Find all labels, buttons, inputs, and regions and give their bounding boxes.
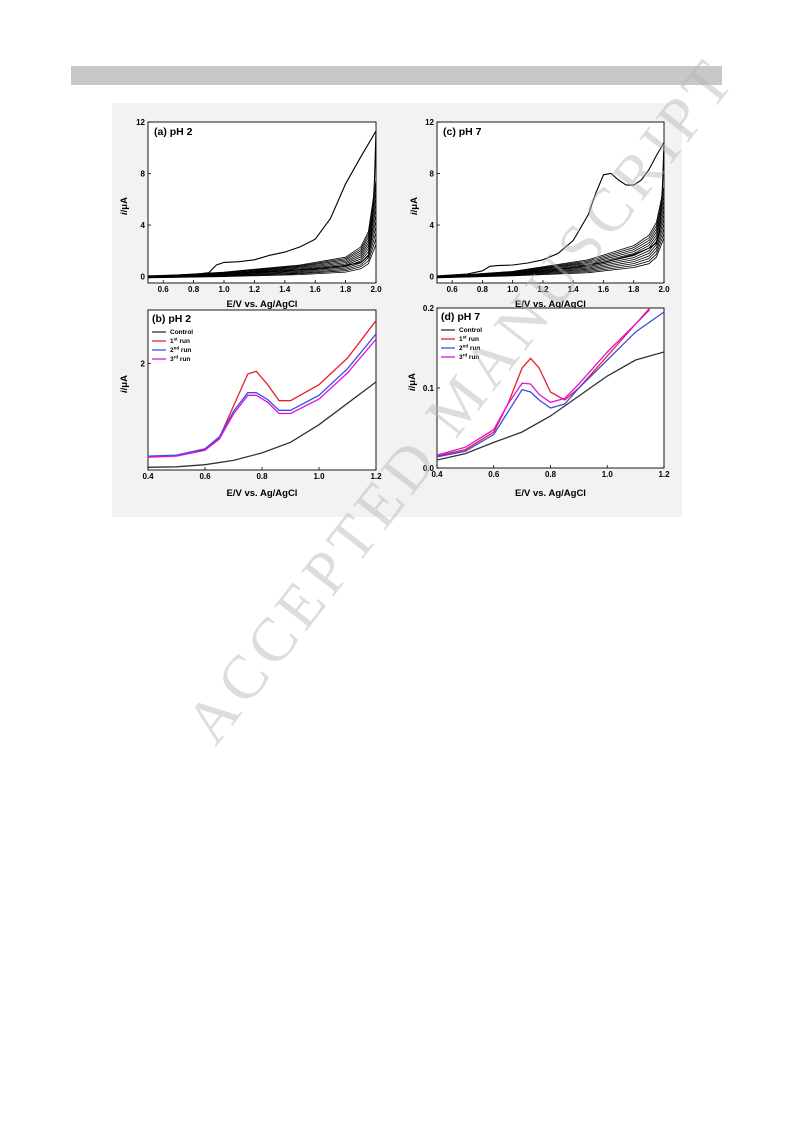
legend-label: 3rd run bbox=[170, 355, 190, 364]
legend-label: 2nd run bbox=[170, 346, 191, 355]
series-line-1st-run bbox=[437, 308, 651, 457]
x-tick-label: 1.0 bbox=[218, 285, 230, 294]
page-header-bar bbox=[71, 66, 722, 85]
chart-a: 0.6 0.8 1.0 1.2 1.4 1.6 1.8 2.0 0 4 8 12 E/V vs. Ag/… bbox=[119, 118, 382, 310]
y-tick-label: 2 bbox=[141, 359, 146, 368]
legend-label: 3rd run bbox=[459, 353, 479, 362]
x-axis-title: E/V vs. Ag/AgCl bbox=[227, 488, 298, 499]
x-tick-label: 0.4 bbox=[142, 472, 154, 481]
legend-label: 1st run bbox=[170, 337, 190, 346]
panel-label: (d) pH 7 bbox=[441, 311, 480, 323]
chart-b: 0.4 0.6 0.8 1.0 1.2 2 E/V vs. Ag/AgCl i/μA (b) p… bbox=[119, 309, 382, 499]
x-tick-label: 1.0 bbox=[602, 470, 614, 479]
x-tick-label: 0.6 bbox=[447, 285, 459, 294]
legend-label: 1st run bbox=[459, 335, 479, 344]
series-line-2nd-run bbox=[148, 333, 376, 457]
legend-label: 2nd run bbox=[459, 344, 480, 353]
plot-frame bbox=[147, 309, 377, 471]
y-axis-title: i/μA bbox=[119, 197, 130, 215]
plot-area bbox=[148, 130, 376, 279]
chart-c: 0.6 0.8 1.0 1.2 1.4 1.6 1.8 2.0 0 4 8 12 E/V vs. Ag/… bbox=[409, 118, 670, 310]
plot-frame bbox=[436, 121, 665, 284]
x-tick-label: 1.2 bbox=[537, 285, 549, 294]
x-axis-title: E/V vs. Ag/AgCl bbox=[515, 299, 586, 310]
cv-repeat-scan-line bbox=[437, 209, 664, 278]
x-tick-label: 1.2 bbox=[658, 470, 670, 479]
series-line-3rd-run bbox=[148, 338, 376, 458]
chart-d: 0.4 0.6 0.8 1.0 1.2 0.0 0.1 0.2 E/V vs. Ag/AgCl i… bbox=[407, 304, 670, 499]
plot-area bbox=[148, 320, 376, 468]
y-tick-label: 4 bbox=[141, 221, 146, 230]
cv-first-scan-anodic-line bbox=[148, 130, 376, 277]
y-tick-label: 0.0 bbox=[423, 464, 435, 473]
series-line-control bbox=[437, 351, 664, 461]
y-axis-title: i/μA bbox=[409, 197, 420, 215]
cv-first-scan-return-line bbox=[437, 142, 664, 278]
plot-area bbox=[437, 142, 664, 279]
x-tick-label: 0.4 bbox=[431, 470, 443, 479]
y-tick-label: 0.2 bbox=[423, 304, 435, 313]
y-tick-label: 0 bbox=[141, 273, 146, 282]
y-tick-label: 0 bbox=[430, 273, 435, 282]
series-line-3rd-run bbox=[437, 309, 651, 456]
panel-label: (a) pH 2 bbox=[154, 126, 193, 138]
x-tick-label: 0.6 bbox=[158, 285, 170, 294]
y-tick-label: 8 bbox=[430, 170, 435, 179]
x-tick-label: 0.6 bbox=[199, 472, 211, 481]
x-tick-label: 1.2 bbox=[249, 285, 261, 294]
plot-area bbox=[437, 308, 664, 461]
x-tick-label: 1.8 bbox=[628, 285, 640, 294]
x-axis-title: E/V vs. Ag/AgCl bbox=[227, 299, 298, 310]
cv-repeat-scan-line bbox=[437, 186, 664, 277]
cv-repeat-scan-line bbox=[148, 179, 376, 277]
x-tick-label: 1.4 bbox=[568, 285, 580, 294]
x-tick-label: 0.8 bbox=[256, 472, 268, 481]
series-line-control bbox=[148, 381, 376, 468]
y-tick-label: 4 bbox=[430, 221, 435, 230]
x-tick-label: 0.8 bbox=[545, 470, 557, 479]
x-tick-label: 1.6 bbox=[598, 285, 610, 294]
cv-repeat-scan-line bbox=[148, 238, 376, 279]
y-tick-label: 12 bbox=[425, 118, 434, 127]
x-axis-title: E/V vs. Ag/AgCl bbox=[515, 488, 586, 499]
x-tick-label: 1.6 bbox=[310, 285, 322, 294]
x-tick-label: 0.6 bbox=[488, 470, 500, 479]
x-tick-label: 2.0 bbox=[658, 285, 670, 294]
y-tick-label: 8 bbox=[141, 170, 146, 179]
x-tick-label: 1.4 bbox=[279, 285, 291, 294]
x-tick-label: 0.8 bbox=[188, 285, 200, 294]
y-tick-label: 12 bbox=[136, 118, 145, 127]
legend-label: Control bbox=[459, 327, 482, 334]
series-line-2nd-run bbox=[437, 311, 664, 458]
cv-first-scan-return-line bbox=[148, 130, 376, 278]
legend-label: Control bbox=[170, 329, 193, 336]
panel-label: (c) pH 7 bbox=[443, 126, 482, 138]
x-tick-label: 0.8 bbox=[477, 285, 489, 294]
x-tick-label: 2.0 bbox=[370, 285, 382, 294]
x-tick-label: 1.8 bbox=[340, 285, 352, 294]
y-axis-title: i/μA bbox=[119, 375, 130, 393]
x-tick-label: 1.2 bbox=[370, 472, 382, 481]
x-tick-label: 1.0 bbox=[507, 285, 519, 294]
cv-first-scan-anodic-line bbox=[437, 142, 664, 277]
panel-label: (b) pH 2 bbox=[152, 313, 191, 325]
y-axis-title: i/μA bbox=[407, 373, 418, 391]
y-tick-label: 0.1 bbox=[423, 384, 435, 393]
x-tick-label: 1.0 bbox=[313, 472, 325, 481]
